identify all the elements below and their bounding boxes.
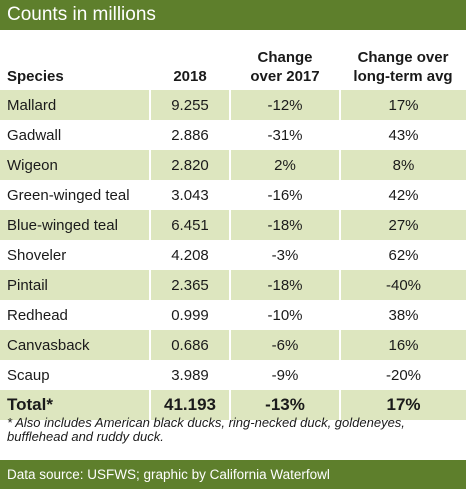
cell: -12%: [229, 90, 340, 120]
cell: 38%: [339, 300, 466, 330]
column-header: Change over 2017: [250, 49, 320, 85]
cell: -31%: [229, 120, 340, 150]
cell: -18%: [229, 210, 340, 240]
cell: 2.886: [149, 120, 230, 150]
cell: -13%: [229, 390, 340, 420]
cell: Blue-winged teal: [0, 210, 150, 240]
table-row: Scaup 3.989 -9% -20%: [0, 360, 466, 390]
cell: 42%: [339, 180, 466, 210]
source-bar: Data source: USFWS; graphic by Californi…: [0, 460, 466, 489]
cell: -40%: [339, 270, 466, 300]
cell: 62%: [339, 240, 466, 270]
column-header: Change over long-term avg: [353, 49, 453, 85]
cell: -16%: [229, 180, 340, 210]
cell: Green-winged teal: [7, 186, 130, 204]
cell: Redhead: [7, 306, 68, 324]
cell: 8%: [339, 150, 466, 180]
cell: 3.043: [149, 180, 230, 210]
table: Species 2018 Change over 2017 Change over l…: [0, 30, 466, 420]
cell: Mallard: [0, 90, 150, 120]
cell: -6%: [229, 330, 340, 360]
title-bar: Counts in millions: [0, 0, 466, 30]
cell: 2%: [229, 150, 340, 180]
table-row: Wigeon 2.820 2% 8%: [0, 150, 466, 180]
cell: -20%: [339, 360, 466, 390]
cell: Pintail: [0, 270, 150, 300]
cell: 6.451: [149, 210, 230, 240]
column-header: Species: [7, 68, 64, 85]
cell: 2.820: [149, 150, 230, 180]
cell: -3%: [229, 240, 340, 270]
cell: 9.255: [149, 90, 230, 120]
table-row: Green-winged teal 3.043 -16% 42%: [0, 180, 466, 210]
cell: 17%: [339, 90, 466, 120]
table-row: Shoveler 4.208 -3% 62%: [0, 240, 466, 270]
cell: -9%: [229, 360, 340, 390]
cell: 2.365: [149, 270, 230, 300]
header-row: Species 2018 Change over 2017 Change over l…: [0, 30, 466, 90]
cell: 17%: [339, 390, 466, 420]
cell: 4.208: [149, 240, 230, 270]
table-row: Gadwall 2.886 -31% 43%: [0, 120, 466, 150]
table-body: Mallard 9.255 -12% 17% Gadwall 2.886 -31% 43% Wi…: [0, 90, 466, 420]
column-header: 2018: [173, 68, 207, 85]
cell: 27%: [339, 210, 466, 240]
cell: 3.989: [149, 360, 230, 390]
cell: 16%: [339, 330, 466, 360]
cell: Canvasback: [0, 330, 150, 360]
cell: -18%: [229, 270, 340, 300]
cell: Gadwall: [7, 126, 62, 144]
cell: Total*: [0, 390, 150, 420]
cell: -10%: [229, 300, 340, 330]
cell: 43%: [339, 120, 466, 150]
cell: 41.193: [149, 390, 230, 420]
cell: Shoveler: [7, 246, 67, 264]
cell: 0.999: [149, 300, 230, 330]
table-row: Redhead 0.999 -10% 38%: [0, 300, 466, 330]
table-row: Canvasback 0.686 -6% 16%: [0, 330, 466, 360]
cell: Scaup: [7, 366, 50, 384]
table-row: Mallard 9.255 -12% 17%: [0, 90, 466, 120]
cell: 0.686: [149, 330, 230, 360]
table-row: Blue-winged teal 6.451 -18% 27%: [0, 210, 466, 240]
footnote: * Also includes American black ducks, ri…: [7, 415, 405, 444]
cell: Wigeon: [0, 150, 150, 180]
total-row: Total* 41.193 -13% 17%: [0, 390, 466, 420]
table-row: Pintail 2.365 -18% -40%: [0, 270, 466, 300]
